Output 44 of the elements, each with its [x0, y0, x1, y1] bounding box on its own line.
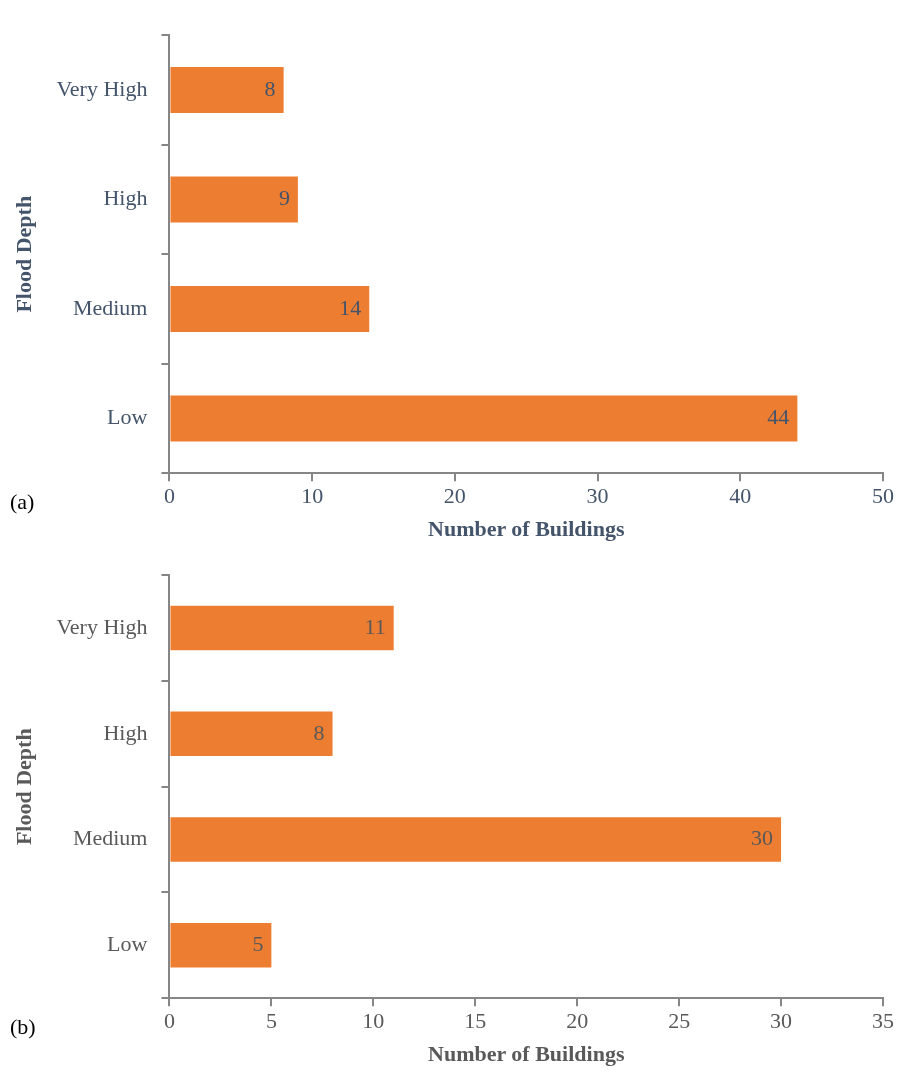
data-label: 8 — [264, 75, 276, 101]
x-tick-label: 15 — [464, 1008, 487, 1034]
y-tick-label: High — [103, 719, 148, 745]
bar — [170, 66, 284, 113]
y-axis-title: Flood Depth — [10, 195, 36, 313]
x-tick-label: 40 — [729, 483, 752, 509]
x-tick-label: 30 — [586, 483, 609, 509]
text: (a) — [10, 488, 35, 514]
x-axis-title: Number of Buildings — [428, 1041, 625, 1067]
bar — [170, 176, 298, 223]
data-label: 30 — [751, 825, 774, 851]
bar — [170, 285, 370, 332]
x-tick-label: 30 — [770, 1008, 793, 1034]
x-tick-label: 20 — [443, 483, 466, 509]
x-tick-label: 35 — [872, 1008, 894, 1034]
y-tick-label: Low — [107, 931, 148, 957]
y-tick-label: Medium — [72, 294, 148, 320]
y-tick-label: Medium — [72, 825, 148, 851]
y-tick-label: Very High — [56, 75, 148, 101]
bar — [170, 605, 394, 651]
y-tick-label: High — [103, 185, 148, 211]
data-label: 8 — [313, 719, 325, 745]
x-axis-title: Number of Buildings — [428, 516, 625, 542]
bar — [170, 711, 333, 757]
y-tick-label: Low — [107, 404, 148, 430]
bar — [170, 395, 798, 442]
y-axis-title: Flood Depth — [10, 728, 36, 846]
data-label: 44 — [767, 404, 790, 430]
x-tick-label: 0 — [163, 483, 175, 509]
data-label: 9 — [278, 185, 290, 211]
x-tick-label: 25 — [668, 1008, 691, 1034]
x-tick-label: 5 — [265, 1008, 277, 1034]
bar — [170, 817, 782, 862]
x-tick-label: 50 — [872, 483, 894, 509]
y-tick-label: Very High — [56, 613, 148, 639]
data-label: 14 — [339, 294, 362, 320]
x-tick-label: 10 — [301, 483, 324, 509]
data-label: 11 — [364, 613, 386, 639]
x-tick-label: 20 — [566, 1008, 589, 1034]
text: (b) — [10, 1013, 36, 1039]
bar — [170, 923, 272, 968]
x-tick-label: 10 — [362, 1008, 385, 1034]
x-tick-label: 0 — [163, 1008, 175, 1034]
data-label: 5 — [252, 931, 264, 957]
